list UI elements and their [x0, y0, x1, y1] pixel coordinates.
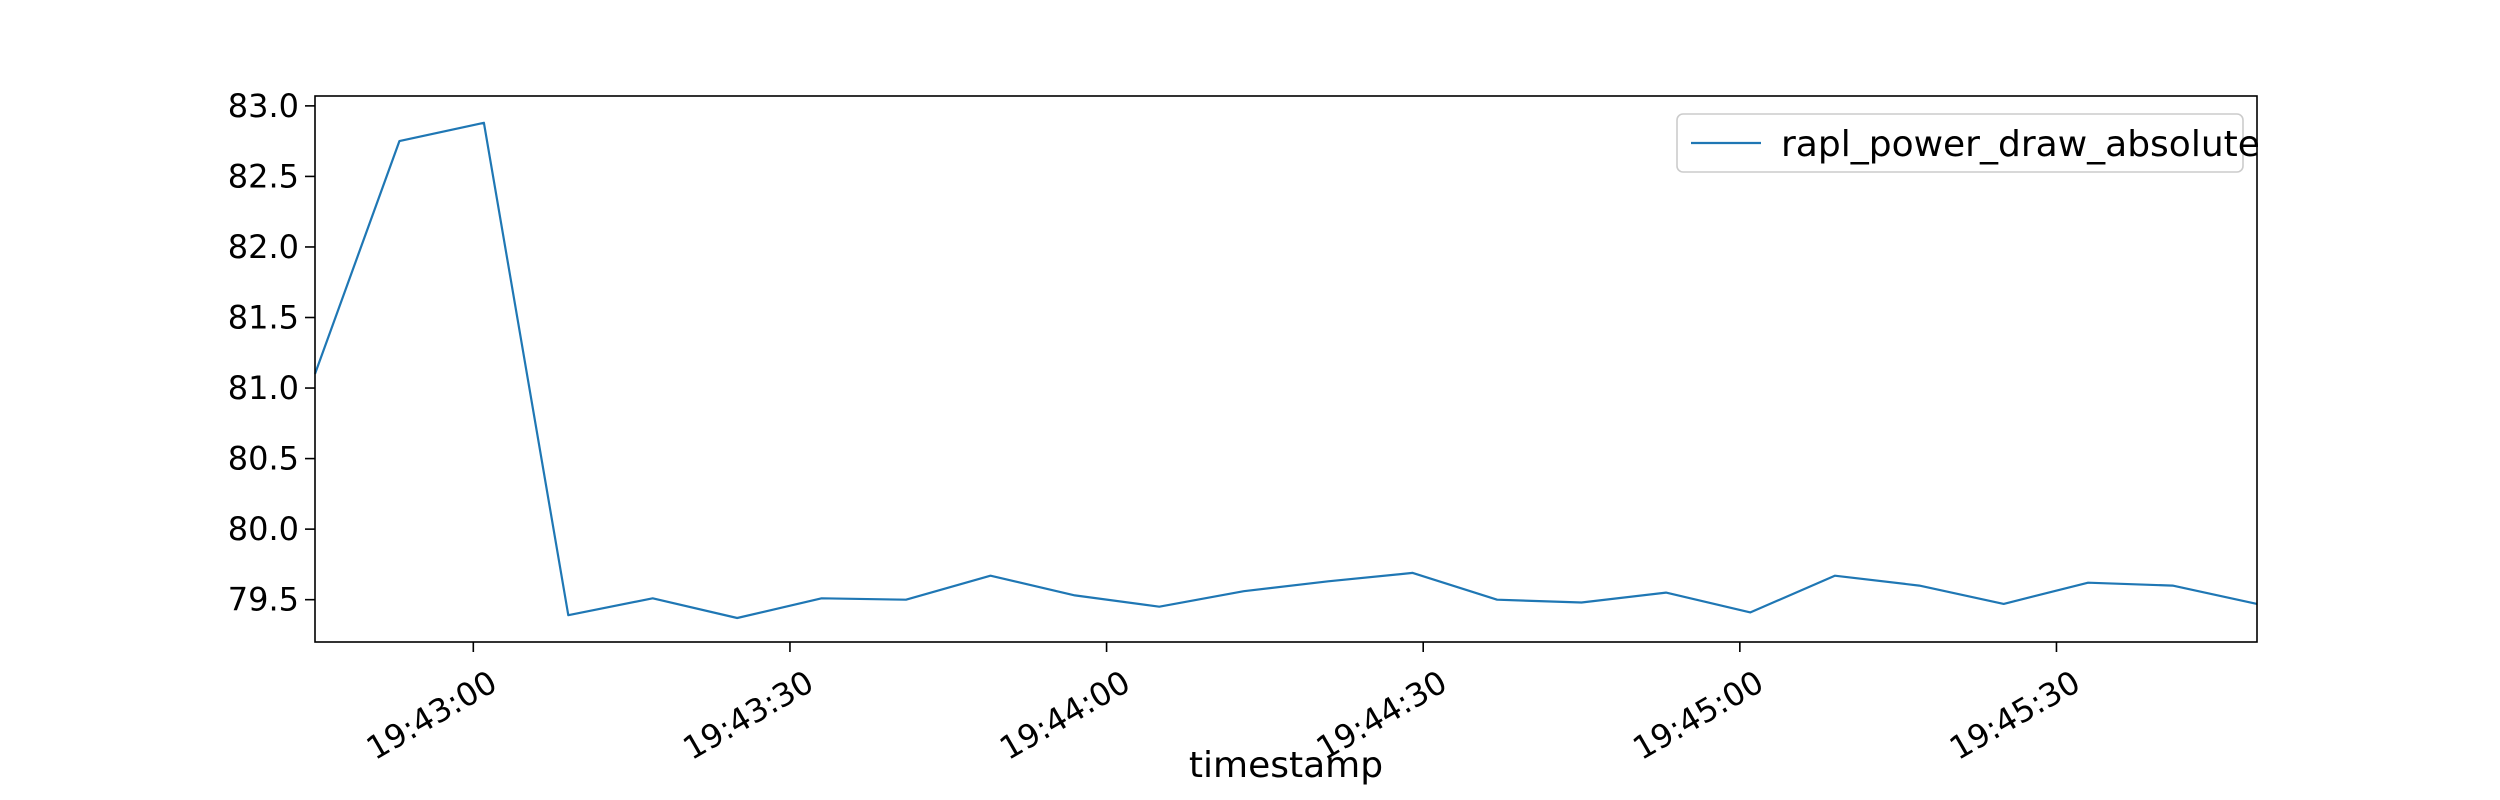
- y-tick-label: 83.0: [228, 87, 299, 125]
- legend-box: [1676, 113, 2244, 173]
- y-tick-label: 80.5: [228, 440, 299, 478]
- y-tick-label: 79.5: [228, 581, 299, 619]
- y-tick-label: 82.0: [228, 228, 299, 266]
- series-line-rapl-power-draw-absolute: [313, 121, 2258, 620]
- y-tick-label: 80.0: [228, 510, 299, 548]
- legend-label: rapl_power_draw_absolute: [1781, 124, 2260, 165]
- y-tick-label: 81.5: [228, 299, 299, 337]
- y-tick-label: 82.5: [228, 157, 299, 195]
- plot-frame: [314, 95, 2258, 643]
- legend: rapl_power_draw_absolute: [1676, 113, 2260, 173]
- y-tick-label: 81.0: [228, 369, 299, 407]
- x-axis-label: timestamp: [1189, 745, 1383, 786]
- y-axis: 79.5 80.0 80.5 81.0 81.5 82.0 82.5 83.0: [228, 87, 315, 619]
